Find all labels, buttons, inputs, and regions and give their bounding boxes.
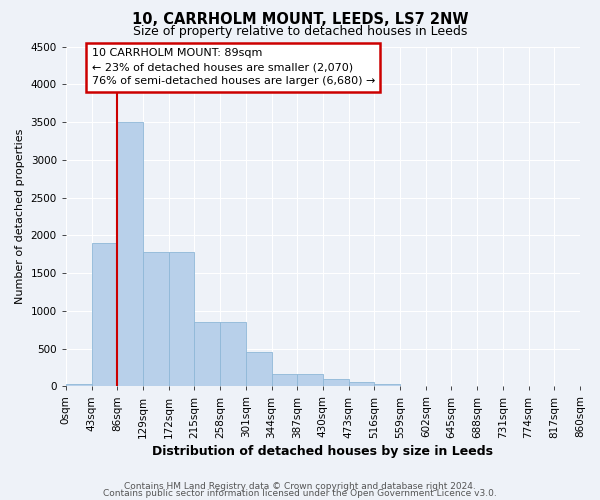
Text: Contains HM Land Registry data © Crown copyright and database right 2024.: Contains HM Land Registry data © Crown c…	[124, 482, 476, 491]
Bar	[143, 252, 169, 386]
X-axis label: Distribution of detached houses by size in Leeds: Distribution of detached houses by size …	[152, 444, 493, 458]
Text: Size of property relative to detached houses in Leeds: Size of property relative to detached ho…	[133, 25, 467, 38]
Bar	[349, 382, 374, 386]
Bar	[66, 384, 92, 386]
Bar	[271, 374, 297, 386]
Text: Contains public sector information licensed under the Open Government Licence v3: Contains public sector information licen…	[103, 489, 497, 498]
Bar	[323, 379, 349, 386]
Text: 10, CARRHOLM MOUNT, LEEDS, LS7 2NW: 10, CARRHOLM MOUNT, LEEDS, LS7 2NW	[132, 12, 468, 28]
Y-axis label: Number of detached properties: Number of detached properties	[15, 129, 25, 304]
Bar	[220, 322, 246, 386]
Bar	[194, 322, 220, 386]
Text: 10 CARRHOLM MOUNT: 89sqm
← 23% of detached houses are smaller (2,070)
76% of sem: 10 CARRHOLM MOUNT: 89sqm ← 23% of detach…	[92, 48, 375, 86]
Bar	[92, 243, 117, 386]
Bar	[297, 374, 323, 386]
Bar	[169, 252, 194, 386]
Bar	[374, 384, 400, 386]
Bar	[117, 122, 143, 386]
Bar	[246, 352, 271, 386]
